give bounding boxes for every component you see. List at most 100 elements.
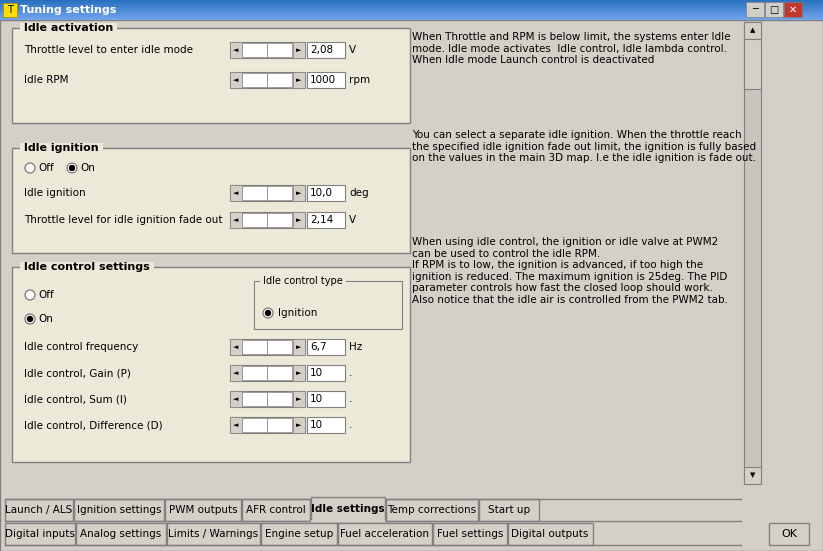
Bar — [12, 28, 410, 123]
Bar — [242, 213, 267, 227]
Bar — [230, 417, 242, 433]
Bar — [0, 7, 823, 8]
Bar — [307, 72, 345, 88]
Text: ─: ─ — [752, 4, 758, 14]
Text: Temp corrections: Temp corrections — [388, 505, 477, 515]
Text: ◄: ◄ — [233, 370, 239, 376]
Bar — [267, 340, 292, 354]
Bar — [0, 0, 823, 1]
Bar — [242, 499, 310, 521]
Bar — [76, 523, 166, 545]
Text: ◄: ◄ — [233, 47, 239, 53]
Bar — [230, 72, 242, 88]
Bar — [242, 186, 267, 200]
Bar — [230, 417, 305, 433]
Text: Idle control, Gain (P): Idle control, Gain (P) — [24, 368, 131, 378]
Bar — [230, 339, 242, 355]
Circle shape — [25, 290, 35, 300]
Text: Tuning settings: Tuning settings — [20, 5, 116, 15]
Text: Idle ignition: Idle ignition — [20, 143, 103, 153]
Text: Idle ignition: Idle ignition — [24, 188, 86, 198]
Text: V: V — [349, 215, 356, 225]
Text: Limits / Warnings: Limits / Warnings — [168, 529, 258, 539]
Text: On: On — [38, 314, 53, 324]
Text: ◄: ◄ — [233, 422, 239, 428]
Text: You can select a separate idle ignition. When the throttle reach
the specified i: You can select a separate idle ignition.… — [412, 130, 756, 163]
Bar — [0, 6, 823, 7]
Bar — [230, 42, 242, 58]
Text: Off: Off — [38, 290, 53, 300]
Bar — [0, 5, 823, 6]
Text: ◄: ◄ — [233, 77, 239, 83]
Bar — [293, 185, 305, 201]
Text: Start up: Start up — [488, 505, 530, 515]
Text: Ignition settings: Ignition settings — [77, 505, 161, 515]
Text: ▲: ▲ — [750, 28, 756, 34]
Bar — [261, 523, 337, 545]
Text: OK: OK — [781, 529, 797, 539]
Circle shape — [266, 311, 271, 316]
Bar — [0, 8, 823, 9]
Circle shape — [25, 163, 35, 173]
Bar — [744, 467, 761, 484]
Bar — [230, 42, 305, 58]
Bar — [5, 499, 73, 521]
Text: deg: deg — [349, 188, 369, 198]
Bar — [230, 391, 242, 407]
Bar — [293, 391, 305, 407]
Text: 10,0: 10,0 — [310, 188, 333, 198]
Bar — [12, 267, 410, 462]
Bar — [293, 339, 305, 355]
Bar — [267, 366, 292, 380]
Text: Idle control, Sum (I): Idle control, Sum (I) — [24, 394, 127, 404]
Bar — [0, 16, 823, 17]
Text: T: T — [7, 5, 13, 15]
Text: When Throttle and RPM is below limit, the systems enter Idle
mode. Idle mode act: When Throttle and RPM is below limit, th… — [412, 32, 731, 65]
Text: ▼: ▼ — [750, 473, 756, 478]
Text: V: V — [349, 45, 356, 55]
Text: □: □ — [770, 4, 779, 14]
Text: Digital outputs: Digital outputs — [511, 529, 588, 539]
Bar — [0, 13, 823, 14]
Bar — [784, 2, 802, 17]
Circle shape — [67, 163, 77, 173]
Text: 1000: 1000 — [310, 75, 336, 85]
Bar — [744, 22, 761, 39]
Text: Idle activation: Idle activation — [20, 23, 117, 33]
Bar — [230, 391, 305, 407]
Bar — [267, 418, 292, 432]
Bar — [74, 499, 164, 521]
Bar — [230, 212, 305, 228]
Text: rpm: rpm — [349, 75, 370, 85]
Bar — [242, 392, 267, 406]
Bar — [307, 339, 345, 355]
Bar — [230, 185, 242, 201]
Circle shape — [69, 165, 75, 170]
Text: When using idle control, the ignition or idle valve at PWM2
can be used to contr: When using idle control, the ignition or… — [412, 237, 728, 305]
Bar — [0, 2, 823, 3]
Bar — [0, 1, 823, 2]
Text: Throttle level to enter idle mode: Throttle level to enter idle mode — [24, 45, 193, 55]
Text: Launch / ALS: Launch / ALS — [6, 505, 72, 515]
Text: 10: 10 — [310, 368, 323, 378]
Bar — [242, 418, 267, 432]
Bar — [293, 42, 305, 58]
Bar — [307, 391, 345, 407]
Bar — [0, 3, 823, 4]
Bar — [0, 4, 823, 5]
Bar — [479, 499, 539, 521]
Bar — [765, 2, 783, 17]
Bar — [307, 42, 345, 58]
Bar — [0, 19, 823, 20]
Text: ◄: ◄ — [233, 396, 239, 402]
Text: AFR control: AFR control — [246, 505, 306, 515]
Text: ►: ► — [296, 396, 302, 402]
Text: Idle control, Difference (D): Idle control, Difference (D) — [24, 420, 163, 430]
Text: ✕: ✕ — [789, 4, 797, 14]
Bar — [293, 212, 305, 228]
Bar — [293, 72, 305, 88]
Text: ◄: ◄ — [233, 190, 239, 196]
Bar — [0, 15, 823, 16]
Bar — [254, 281, 402, 329]
Text: ◄: ◄ — [233, 344, 239, 350]
